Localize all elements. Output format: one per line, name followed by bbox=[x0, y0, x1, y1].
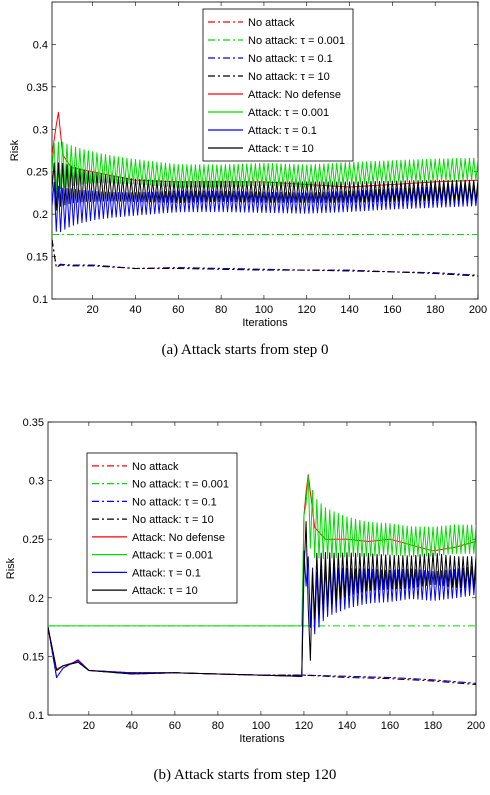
legend-label: Attack: τ = 10 bbox=[248, 143, 314, 155]
x-tick-label: 60 bbox=[169, 720, 181, 732]
y-tick-label: 0.2 bbox=[29, 593, 44, 605]
series-line-5 bbox=[52, 141, 478, 195]
legend-label: No attack: τ = 10 bbox=[248, 71, 330, 83]
legend-label: No attack: τ = 10 bbox=[132, 514, 214, 526]
legend-label: No attack: τ = 0.1 bbox=[132, 496, 217, 508]
x-tick-label: 140 bbox=[340, 304, 358, 316]
series-line-5 bbox=[48, 475, 476, 627]
legend-label: Attack: τ = 0.001 bbox=[248, 107, 329, 119]
x-tick-label: 100 bbox=[252, 720, 270, 732]
legend-box bbox=[86, 452, 238, 604]
legend: No attack No attack: τ = 0.001 No attack: … bbox=[86, 452, 238, 604]
y-tick-label: 0.3 bbox=[29, 476, 44, 488]
y-tick-label: 0.35 bbox=[27, 82, 48, 94]
x-axis-label: Iterations bbox=[242, 317, 288, 329]
y-tick-label: 0.1 bbox=[33, 294, 48, 306]
y-tick-label: 0.3 bbox=[33, 124, 48, 136]
plot-area bbox=[48, 474, 476, 686]
x-tick-label: 80 bbox=[215, 304, 227, 316]
x-tick-label: 200 bbox=[467, 720, 485, 732]
y-tick-label: 0.25 bbox=[27, 167, 48, 179]
legend-label: No attack bbox=[132, 461, 179, 473]
x-tick-label: 200 bbox=[469, 304, 487, 316]
x-tick-label: 180 bbox=[426, 304, 444, 316]
legend-label: No attack: τ = 0.1 bbox=[248, 53, 333, 65]
legend-label: No attack: τ = 0.001 bbox=[248, 35, 345, 47]
caption-a: (a) Attack starts from step 0 bbox=[161, 342, 329, 358]
legend: No attack No attack: τ = 0.001 No attack: … bbox=[202, 8, 354, 162]
legend-box bbox=[202, 8, 354, 162]
x-tick-label: 140 bbox=[338, 720, 356, 732]
y-tick-label: 0.15 bbox=[23, 651, 44, 663]
series-line-6 bbox=[52, 181, 478, 233]
y-tick-label: 0.35 bbox=[23, 417, 44, 429]
legend-label: Attack: τ = 0.1 bbox=[132, 567, 201, 579]
legend-label: Attack: No defense bbox=[248, 89, 341, 101]
y-tick-label: 0.1 bbox=[29, 710, 44, 722]
x-tick-label: 20 bbox=[83, 720, 95, 732]
y-tick-label: 0.2 bbox=[33, 209, 48, 221]
legend-label: Attack: τ = 10 bbox=[132, 585, 198, 597]
legend-label: Attack: No defense bbox=[132, 532, 225, 544]
series-line-3 bbox=[52, 239, 478, 277]
x-tick-label: 180 bbox=[424, 720, 442, 732]
chart-panel-b: 20 40 60 80 100 120 140 160 180 200 0.1 0.15 0.2 0.25… bbox=[5, 417, 485, 745]
legend-label: No attack bbox=[248, 17, 295, 29]
plot-area bbox=[52, 111, 478, 277]
series-line-7 bbox=[48, 521, 476, 677]
x-tick-label: 20 bbox=[87, 304, 99, 316]
y-axis-label: Risk bbox=[5, 557, 17, 579]
x-tick-label: 60 bbox=[172, 304, 184, 316]
x-tick-label: 100 bbox=[255, 304, 273, 316]
y-tick-label: 0.25 bbox=[23, 534, 44, 546]
x-tick-label: 40 bbox=[126, 720, 138, 732]
x-tick-label: 40 bbox=[129, 304, 141, 316]
x-axis-label: Iterations bbox=[239, 733, 285, 745]
y-axis-label: Risk bbox=[9, 139, 21, 161]
x-tick-label: 120 bbox=[298, 304, 316, 316]
legend-label: No attack: τ = 0.001 bbox=[132, 479, 229, 491]
x-tick-label: 160 bbox=[383, 304, 401, 316]
legend-label: Attack: τ = 0.1 bbox=[248, 125, 317, 137]
y-tick-label: 0.15 bbox=[27, 252, 48, 264]
x-tick-label: 80 bbox=[212, 720, 224, 732]
series-line-7 bbox=[52, 162, 478, 211]
legend-label: Attack: τ = 0.001 bbox=[132, 550, 213, 562]
caption-b: (b) Attack starts from step 120 bbox=[153, 767, 337, 783]
y-tick-label: 0.4 bbox=[33, 39, 48, 51]
series-line-2 bbox=[52, 239, 478, 276]
chart-panel-a: 20 40 60 80 100 120 140 160 180 200 0.1 0.15 0.2 0.25… bbox=[9, 1, 487, 329]
x-tick-label: 120 bbox=[295, 720, 313, 732]
x-tick-label: 160 bbox=[381, 720, 399, 732]
series-line-3 bbox=[48, 627, 476, 686]
